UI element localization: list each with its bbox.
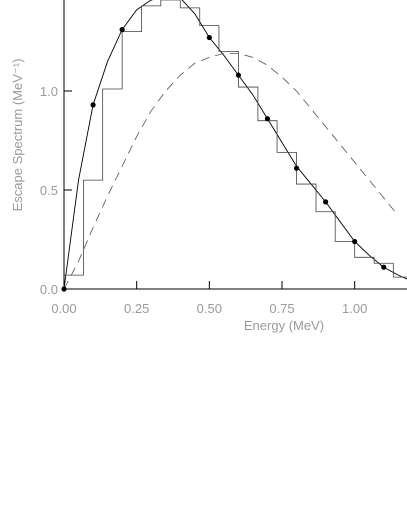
plot-lines	[63, 0, 407, 290]
x-tick-label: 0.50	[197, 301, 222, 316]
histogram-step-line	[64, 0, 407, 278]
plot-points	[61, 0, 387, 292]
x-tick-label: 0.75	[269, 301, 294, 316]
data-point	[119, 27, 125, 33]
y-tick-label: 0.5	[40, 183, 58, 198]
dashed-curve-line	[63, 52, 399, 290]
x-tick-label: 0.25	[124, 301, 149, 316]
data-point	[352, 238, 358, 245]
x-axis-label: Energy (MeV)	[244, 318, 324, 333]
ticks	[63, 90, 356, 290]
data-point	[323, 199, 329, 205]
y-axis-label: Escape Spectrum (MeV⁻¹)	[10, 59, 25, 212]
data-point	[381, 264, 387, 270]
fit-curve-line	[63, 0, 407, 290]
data-point	[149, 0, 153, 1]
x-tick-label: 1.00	[342, 301, 367, 316]
data-point	[206, 34, 212, 41]
y-tick-label: 1.0	[40, 84, 58, 99]
data-point	[293, 165, 300, 171]
y-tick-label: 0.0	[40, 282, 58, 297]
tick-labels: 0.000.250.500.751.000.00.51.01.5	[40, 84, 367, 316]
x-tick-label: 0.00	[51, 301, 76, 316]
axes	[63, 0, 407, 290]
data-point	[90, 102, 96, 108]
data-point	[264, 116, 271, 122]
data-point	[235, 72, 242, 78]
